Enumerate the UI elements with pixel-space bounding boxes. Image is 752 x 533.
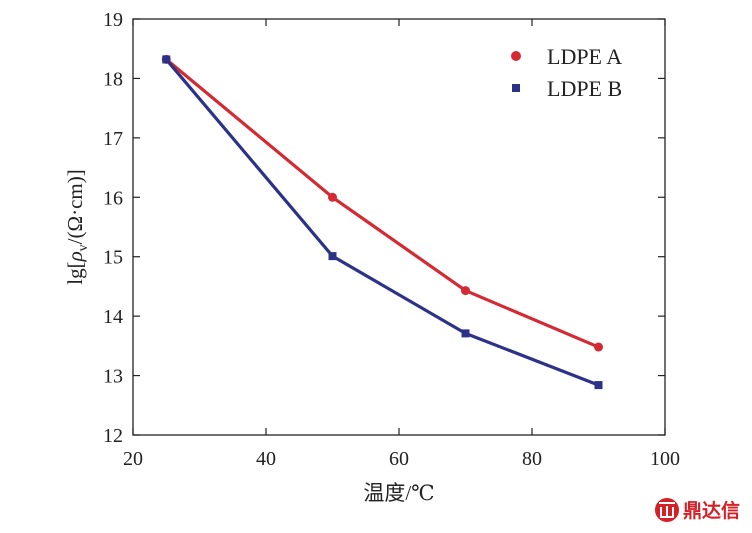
y-tick-label: 15 [103, 247, 123, 269]
series-layer [161, 54, 603, 390]
x-tick-label: 80 [522, 448, 542, 470]
y-tick-label: 18 [103, 68, 123, 90]
x-tick-label: 100 [650, 448, 680, 470]
x-axis-label: 温度/℃ [363, 481, 434, 505]
watermark: 鼎达信 [655, 498, 740, 522]
legend-label: LDPE A [547, 44, 622, 69]
series-line-1 [165, 58, 600, 349]
data-point [461, 329, 470, 338]
x-tick-label: 20 [123, 448, 143, 470]
data-point [461, 286, 470, 296]
y-tick-label: 12 [103, 425, 123, 447]
x-tick-label: 40 [256, 448, 276, 470]
y-tick-label: 16 [103, 187, 123, 209]
y-tick-label: 19 [103, 9, 123, 31]
data-point [594, 381, 603, 390]
data-point [328, 192, 337, 202]
legend-marker [512, 84, 520, 92]
data-point [594, 342, 603, 352]
legend-label: LDPE B [547, 76, 622, 101]
y-axis-label: lg[ρv/(Ω·cm)] [63, 169, 91, 285]
axis-ticks [132, 18, 666, 436]
y-tick-label: 14 [103, 306, 123, 328]
y-axis-label-post: /(Ω·cm)] [63, 169, 87, 244]
y-tick-label: 13 [103, 366, 123, 388]
legend-marker [511, 51, 521, 61]
y-axis-label-pre: lg[ [63, 261, 87, 284]
y-tick-label: 17 [103, 128, 123, 150]
watermark-text: 鼎达信 [683, 499, 740, 522]
series-line-2 [165, 58, 600, 387]
y-axis-label-sub: v [76, 244, 91, 251]
dingdaxin-logo-icon [655, 498, 679, 522]
y-axis-label-rho: ρ [63, 251, 87, 262]
data-point [162, 55, 171, 64]
axis-tick-labels: 20 40 60 80 100 12 13 14 15 16 17 18 19 [103, 9, 680, 470]
data-point [328, 252, 337, 261]
legend: LDPE A LDPE B [511, 44, 622, 101]
x-tick-label: 60 [389, 448, 409, 470]
